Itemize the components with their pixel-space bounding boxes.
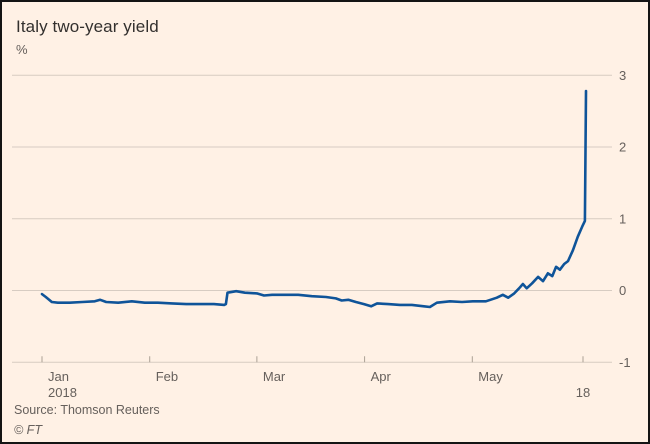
y-axis-unit-label: % [16,42,28,57]
yield-line-series [40,89,588,309]
source-attribution: Source: Thomson Reuters [14,403,160,417]
x-axis-secondary-label-18: 18 [576,385,590,400]
y-tick-label--1: -1 [619,355,631,370]
x-tick-label-may: May [478,369,503,384]
y-tick-label-2: 2 [619,140,626,155]
chart-title: Italy two-year yield [16,17,159,36]
y-tick-label-1: 1 [619,211,626,226]
ft-copyright: © FT [14,423,42,437]
x-axis-secondary-label-2018: 2018 [48,385,77,400]
x-tick-label-apr: Apr [371,369,392,384]
y-tick-label-3: 3 [619,68,626,83]
x-tick-label-jan: Jan [48,369,69,384]
x-tick-label-mar: Mar [263,369,286,384]
y-tick-label-0: 0 [619,283,626,298]
x-tick-label-feb: Feb [156,369,178,384]
